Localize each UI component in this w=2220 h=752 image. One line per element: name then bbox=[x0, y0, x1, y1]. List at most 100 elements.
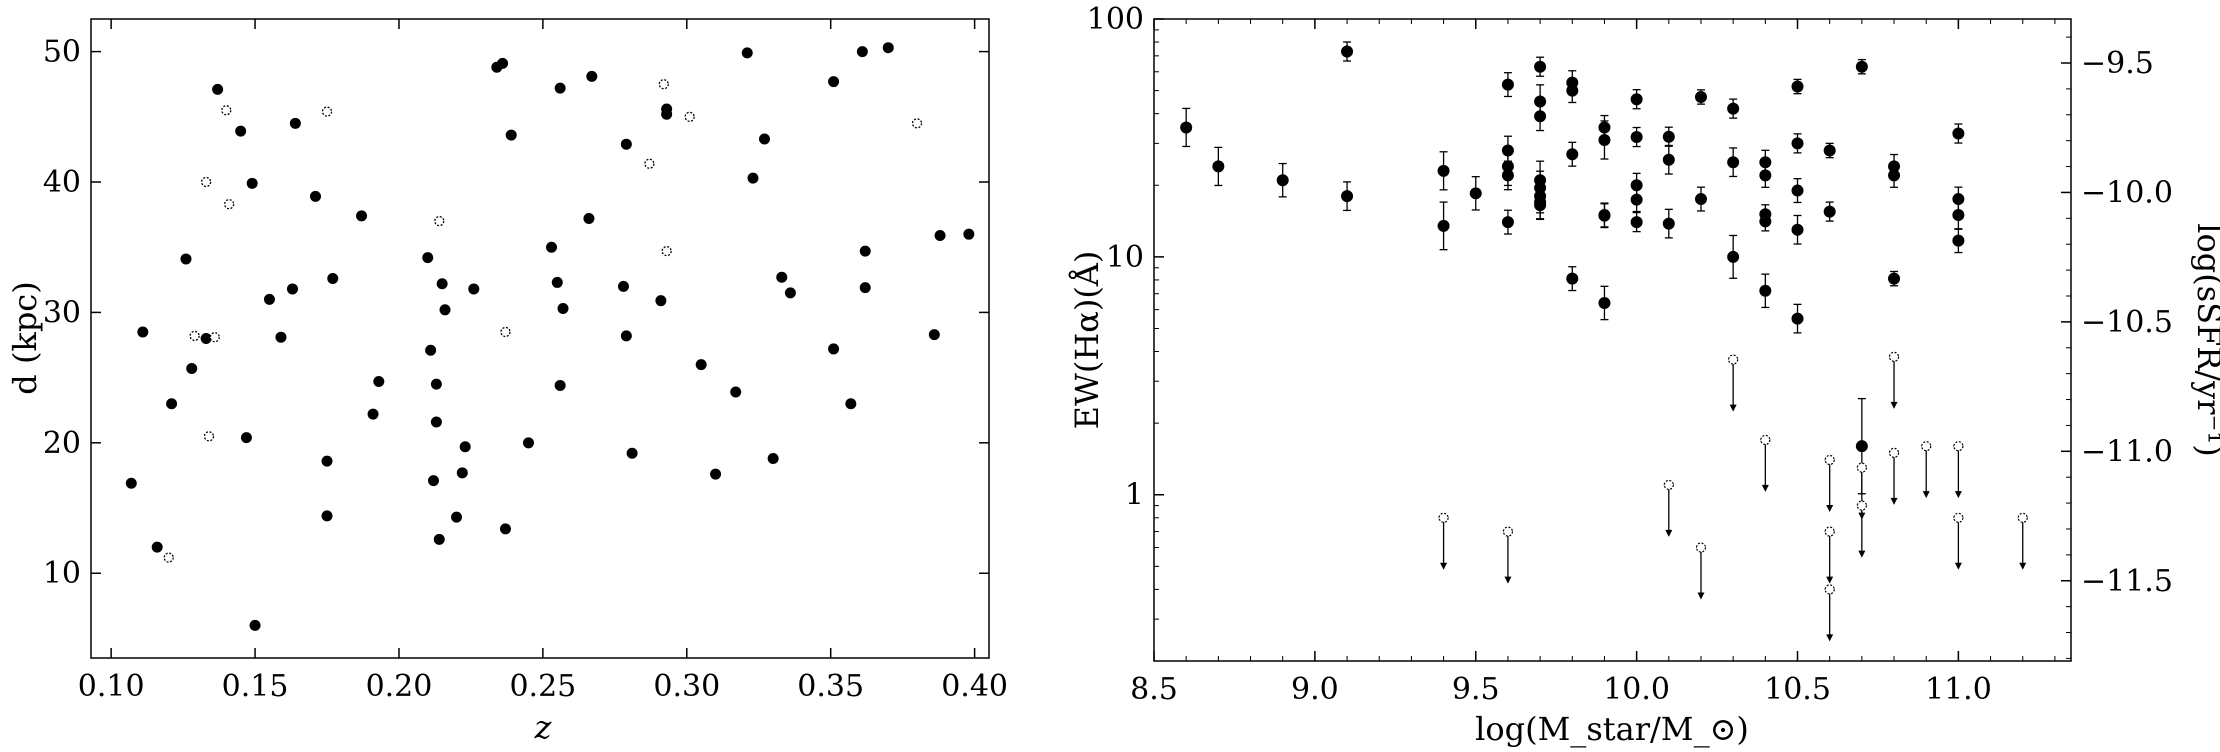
data-point-filled bbox=[882, 42, 894, 54]
data-point-filled bbox=[828, 343, 840, 355]
upper-limit-arrowhead bbox=[1826, 634, 1834, 642]
data-point-open bbox=[1663, 479, 1674, 490]
data-point-filled bbox=[212, 83, 224, 95]
data-point-filled bbox=[286, 283, 298, 295]
data-point-filled bbox=[166, 398, 178, 410]
right-x-tick-label: 9.0 bbox=[1291, 672, 1339, 707]
data-point-filled bbox=[433, 533, 445, 545]
data-point-filled bbox=[1759, 284, 1772, 297]
data-point-filled bbox=[1341, 45, 1354, 58]
data-point-filled bbox=[759, 133, 770, 145]
data-point-filled bbox=[828, 76, 840, 88]
right-x-tick-label: 9.5 bbox=[1452, 672, 1500, 707]
data-point-open bbox=[1824, 454, 1835, 466]
data-point-filled bbox=[557, 303, 569, 315]
data-point-filled bbox=[1791, 184, 1804, 197]
data-point-filled bbox=[373, 376, 385, 388]
data-point-filled bbox=[741, 47, 753, 59]
data-point-filled bbox=[451, 511, 463, 523]
data-point-filled bbox=[1501, 216, 1514, 229]
data-point-filled bbox=[246, 177, 258, 189]
data-point-filled bbox=[430, 378, 442, 390]
data-point-filled bbox=[1630, 216, 1643, 229]
data-point-filled bbox=[356, 210, 368, 222]
data-point-filled bbox=[1662, 217, 1675, 230]
data-point-filled bbox=[859, 245, 871, 257]
right-y2-tick-label: −10.5 bbox=[2081, 305, 2173, 340]
data-point-filled bbox=[468, 283, 480, 295]
data-point-filled bbox=[620, 330, 632, 342]
data-point-filled bbox=[428, 475, 440, 487]
data-point-filled bbox=[327, 273, 339, 285]
data-point-filled bbox=[1501, 169, 1514, 182]
data-point-filled bbox=[1180, 121, 1193, 134]
data-point-filled bbox=[439, 304, 451, 316]
upper-limit-arrowhead bbox=[1826, 576, 1834, 584]
data-point-filled bbox=[1952, 234, 1965, 247]
left-data-points bbox=[125, 42, 975, 631]
left-x-tick-label: 0.35 bbox=[797, 669, 864, 704]
data-point-filled bbox=[321, 510, 333, 522]
data-point-filled bbox=[497, 57, 509, 69]
right-y2-tick-label: −11.5 bbox=[2081, 564, 2173, 599]
upper-limit-arrowhead bbox=[1954, 491, 1962, 499]
data-point-filled bbox=[1855, 60, 1868, 73]
data-point-open bbox=[1888, 447, 1900, 458]
data-point-open bbox=[661, 245, 672, 257]
data-point-filled bbox=[1566, 84, 1579, 97]
data-point-filled bbox=[583, 213, 595, 225]
data-point-filled bbox=[1534, 110, 1547, 123]
data-point-filled bbox=[1888, 272, 1901, 285]
data-point-open bbox=[1856, 462, 1867, 473]
data-point-filled bbox=[928, 329, 940, 341]
data-point-open bbox=[1953, 441, 1964, 452]
data-point-filled bbox=[1791, 223, 1804, 236]
right-x-axis-label: log(M_star/M_⊙) bbox=[1475, 710, 1749, 748]
right-y2-tick-label: −11.0 bbox=[2081, 434, 2173, 469]
data-point-open bbox=[1728, 354, 1739, 365]
data-point-filled bbox=[554, 379, 566, 391]
left-scatter-panel: 0.10 0.15 0.20 0.25 0.30 0.35 0.40 10 20 30 40 50 z… bbox=[6, 18, 1008, 746]
data-point-filled bbox=[1662, 153, 1675, 166]
upper-limit-arrowhead bbox=[1890, 497, 1898, 505]
right-x-tick-label: 10.5 bbox=[1764, 672, 1831, 707]
data-point-open bbox=[911, 118, 923, 129]
right-secondary-y-axis-label: log(sSFR/yr⁻¹) bbox=[2190, 223, 2220, 456]
data-point-filled bbox=[151, 541, 163, 553]
data-point-filled bbox=[1952, 127, 1965, 140]
right-y-tick-label: 10 bbox=[1106, 240, 1144, 275]
data-point-filled bbox=[137, 326, 149, 338]
left-y-tick-label: 20 bbox=[43, 426, 81, 461]
data-point-filled bbox=[1437, 164, 1450, 177]
data-point-filled bbox=[620, 138, 632, 150]
data-point-filled bbox=[617, 280, 629, 292]
upper-limit-arrowhead bbox=[1922, 491, 1930, 499]
data-point-filled bbox=[784, 287, 796, 299]
data-point-filled bbox=[310, 190, 321, 202]
left-x-tick-label: 0.20 bbox=[366, 669, 433, 704]
data-point-filled bbox=[1534, 199, 1547, 212]
upper-limit-arrowhead bbox=[1665, 529, 1673, 537]
upper-limit-arrowhead bbox=[1858, 550, 1866, 558]
data-point-filled bbox=[1759, 215, 1772, 228]
data-point-filled bbox=[1727, 250, 1740, 263]
data-point-filled bbox=[1598, 296, 1611, 309]
data-point-filled bbox=[180, 253, 192, 265]
data-point-filled bbox=[1791, 80, 1804, 93]
data-point-filled bbox=[626, 447, 638, 459]
data-point-filled bbox=[1662, 130, 1675, 143]
data-point-filled bbox=[459, 441, 471, 453]
data-point-filled bbox=[767, 452, 779, 464]
data-point-open bbox=[221, 105, 232, 116]
left-y-axis-label: d (kpc) bbox=[6, 281, 44, 394]
data-point-filled bbox=[1437, 219, 1450, 232]
data-point-open bbox=[1888, 351, 1900, 362]
left-plot-frame bbox=[90, 18, 990, 659]
data-point-filled bbox=[1727, 102, 1740, 115]
data-point-filled bbox=[522, 437, 534, 449]
data-point-filled bbox=[1566, 148, 1579, 161]
left-y-tick-label: 50 bbox=[43, 35, 81, 70]
data-point-open bbox=[1856, 500, 1867, 511]
data-point-open bbox=[1438, 512, 1449, 523]
